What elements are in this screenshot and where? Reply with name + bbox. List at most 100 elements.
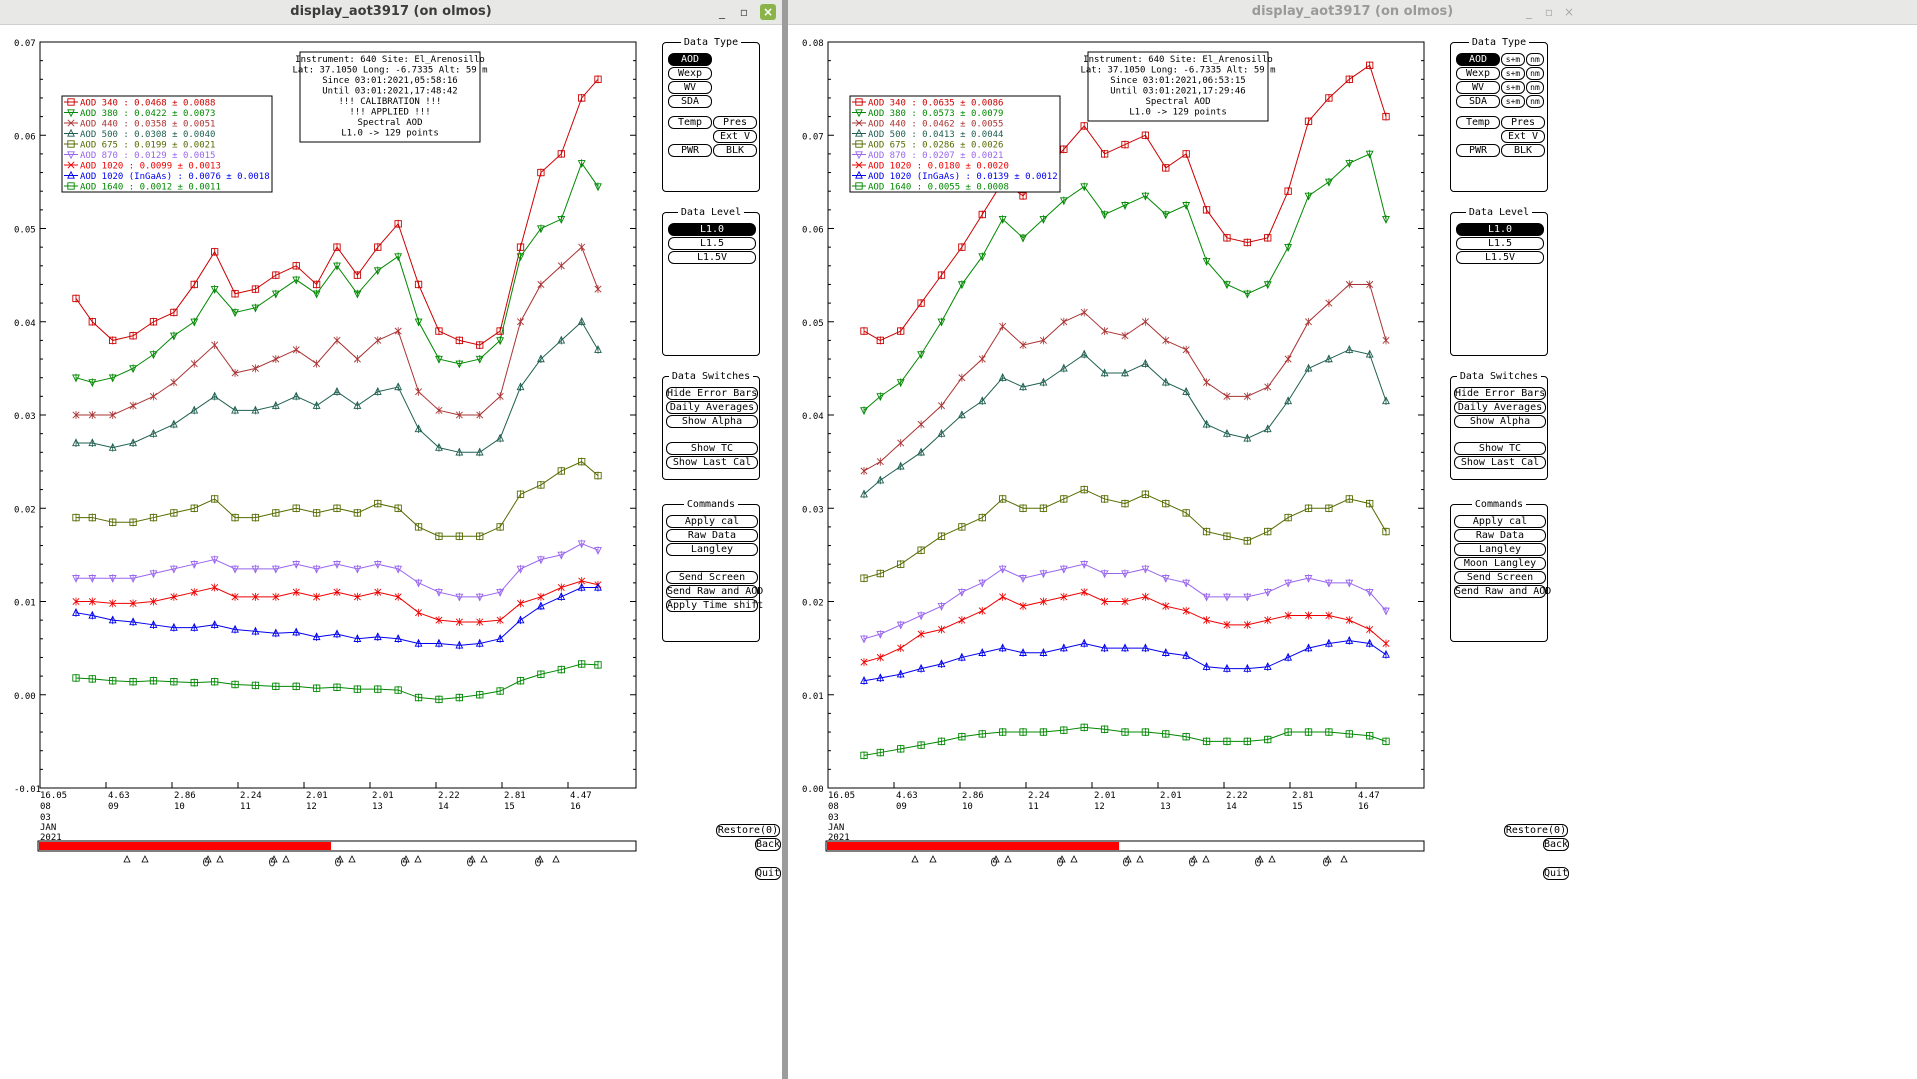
date-label: 2021	[828, 833, 850, 843]
command-button[interactable]: Moon Langley	[1454, 557, 1546, 570]
data-point	[129, 332, 137, 340]
switch-button[interactable]: Show Alpha	[1454, 415, 1546, 428]
data-point	[1263, 662, 1272, 670]
command-button[interactable]: Send Screen	[1454, 571, 1546, 584]
command-button[interactable]: Langley	[666, 543, 758, 556]
command-button[interactable]: Send Screen	[666, 571, 758, 584]
data-point	[516, 318, 525, 326]
window-divider[interactable]	[782, 0, 788, 1079]
command-button[interactable]: Apply Time shift	[666, 599, 764, 612]
ext-v-button[interactable]: Ext V	[713, 130, 757, 143]
data-point	[149, 318, 158, 326]
back-button[interactable]: Back	[1543, 838, 1569, 851]
data-type-button[interactable]: SDA	[1456, 95, 1500, 108]
restore-button[interactable]: Restore(0)	[1504, 824, 1568, 837]
command-button[interactable]: Apply cal	[1454, 515, 1546, 528]
signal-mode-button[interactable]: s+m	[1501, 95, 1525, 108]
data-level-button[interactable]: L1.5V	[668, 251, 756, 264]
data-point	[1182, 150, 1190, 158]
command-button[interactable]: Apply cal	[666, 515, 758, 528]
data-point	[435, 638, 443, 647]
close-icon[interactable]: ×	[760, 4, 776, 20]
command-button[interactable]: Langley	[1454, 543, 1546, 556]
pres-button[interactable]: Pres	[1501, 116, 1545, 129]
restore-button[interactable]: Restore(0)	[716, 824, 780, 837]
data-point	[476, 341, 484, 349]
data-point	[211, 341, 219, 349]
data-point	[1345, 345, 1354, 353]
data-point	[1366, 280, 1374, 288]
command-button[interactable]: Raw Data	[666, 529, 758, 542]
back-button[interactable]: Back	[755, 838, 781, 851]
signal-mode-button[interactable]: s+m	[1501, 67, 1525, 80]
data-point	[292, 504, 300, 512]
minimize-icon[interactable]: _	[1526, 5, 1532, 19]
command-button[interactable]: Send Raw and AOD	[1454, 585, 1552, 598]
blk-button[interactable]: BLK	[1501, 144, 1545, 157]
data-point	[1304, 643, 1313, 652]
info-line: Since 03:01:2021,05:58:16	[322, 76, 457, 86]
data-point	[374, 243, 382, 251]
switch-button[interactable]: Show TC	[666, 442, 758, 455]
switch-button[interactable]: Show Alpha	[666, 415, 758, 428]
temp-button[interactable]: Temp	[1456, 116, 1500, 129]
data-point	[211, 248, 219, 256]
data-point	[394, 686, 402, 694]
series-3	[860, 345, 1390, 499]
quit-button[interactable]: Quit	[1543, 867, 1569, 880]
wavelength-mode-button[interactable]: nm	[1526, 67, 1544, 80]
pwr-button[interactable]: PWR	[1456, 144, 1500, 157]
data-point	[109, 599, 117, 607]
pwr-button[interactable]: PWR	[668, 144, 712, 157]
switch-button[interactable]: Daily Averages	[666, 401, 758, 414]
pres-button[interactable]: Pres	[713, 116, 757, 129]
data-point	[108, 615, 117, 624]
wavelength-mode-button[interactable]: nm	[1526, 95, 1544, 108]
data-type-button[interactable]: Wexp	[1456, 67, 1500, 80]
data-point	[537, 168, 545, 177]
switch-button[interactable]: Daily Averages	[1454, 401, 1546, 414]
temp-button[interactable]: Temp	[668, 116, 712, 129]
data-level-button[interactable]: L1.5	[668, 237, 756, 250]
maximize-icon[interactable]: ▫	[739, 5, 749, 19]
blk-button[interactable]: BLK	[713, 144, 757, 157]
data-type-button[interactable]: AOD	[1456, 53, 1500, 66]
data-level-button[interactable]: L1.5V	[1456, 251, 1544, 264]
data-type-button[interactable]: WV	[1456, 81, 1500, 94]
data-point	[455, 411, 463, 419]
data-point	[1019, 382, 1027, 391]
data-point	[1284, 728, 1292, 736]
signal-mode-button[interactable]: s+m	[1501, 53, 1525, 66]
data-level-button[interactable]: L1.0	[668, 223, 756, 236]
data-point	[1264, 616, 1272, 624]
data-type-button[interactable]: Wexp	[668, 67, 712, 80]
close-icon[interactable]: ×	[1563, 5, 1575, 19]
data-point	[999, 495, 1007, 503]
switch-button[interactable]: Show Last Cal	[666, 456, 758, 469]
wavelength-mode-button[interactable]: nm	[1526, 81, 1544, 94]
maximize-icon[interactable]: ▫	[1544, 5, 1554, 19]
data-level-button[interactable]: L1.0	[1456, 223, 1544, 236]
legend-marker	[855, 151, 863, 160]
data-type-button[interactable]: SDA	[668, 95, 712, 108]
quit-button[interactable]: Quit	[755, 867, 781, 880]
data-point	[1243, 621, 1251, 629]
slider-marker	[402, 855, 410, 863]
data-level-button[interactable]: L1.5	[1456, 237, 1544, 250]
ext-v-button[interactable]: Ext V	[1501, 130, 1545, 143]
switch-button[interactable]: Show Last Cal	[1454, 456, 1546, 469]
data-point	[129, 365, 138, 374]
signal-mode-button[interactable]: s+m	[1501, 81, 1525, 94]
command-button[interactable]: Send Raw and AOD	[666, 585, 764, 598]
data-point	[72, 374, 80, 383]
data-type-button[interactable]: WV	[668, 81, 712, 94]
switch-button[interactable]: Hide Error Bars	[666, 387, 758, 400]
switch-button[interactable]: Show TC	[1454, 442, 1546, 455]
command-button[interactable]: Raw Data	[1454, 529, 1546, 542]
minimize-icon[interactable]: _	[719, 5, 725, 19]
wavelength-mode-button[interactable]: nm	[1526, 53, 1544, 66]
data-type-button[interactable]: AOD	[668, 53, 712, 66]
switch-button[interactable]: Hide Error Bars	[1454, 387, 1546, 400]
data-point	[1324, 579, 1333, 588]
data-point	[1263, 424, 1272, 433]
